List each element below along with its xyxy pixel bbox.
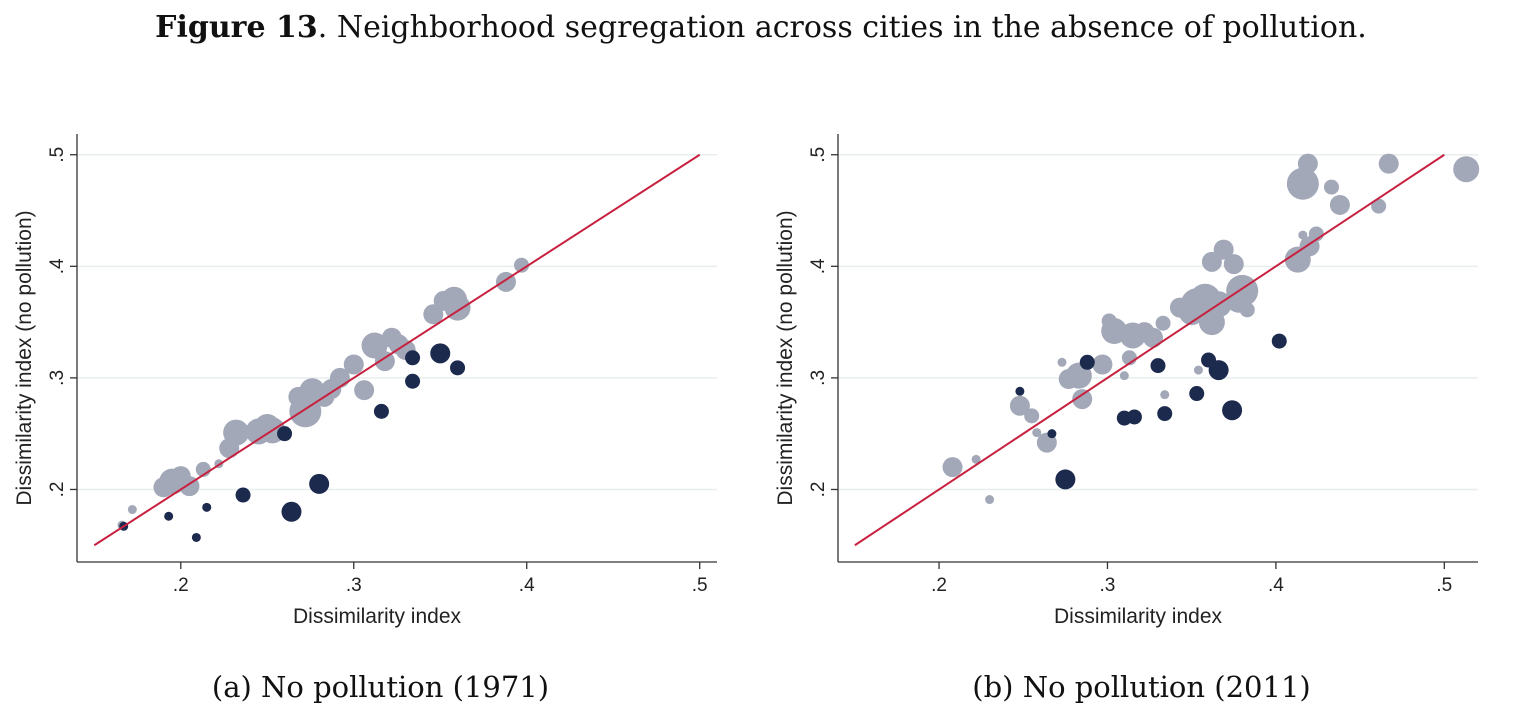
data-point-dark — [1208, 360, 1229, 381]
data-point-dark — [235, 487, 251, 503]
caption-a: (a) No pollution (1971) — [211, 670, 550, 704]
y-axis-title: Dissimilarity index (no pollution) — [774, 210, 797, 505]
data-point-light — [354, 380, 375, 401]
figure-label: Figure 13 — [155, 10, 318, 45]
data-point-light — [1092, 354, 1113, 375]
data-point-light — [971, 454, 981, 464]
x-tick-label: .5 — [1436, 575, 1452, 596]
data-point-light — [127, 505, 137, 515]
data-point-light — [514, 257, 530, 273]
data-point-dark — [405, 373, 421, 389]
data-point-light — [1032, 428, 1042, 438]
data-point-light — [374, 351, 395, 372]
data-point-dark — [1150, 358, 1166, 374]
x-tick-label: .4 — [519, 575, 535, 596]
data-point-light — [1286, 167, 1319, 200]
data-point-dark — [164, 511, 174, 521]
figure-title-text: . Neighborhood segregation across cities… — [317, 10, 1367, 45]
data-point-dark — [373, 403, 389, 419]
data-point-light — [985, 495, 995, 505]
data-point-dark — [1055, 469, 1076, 490]
data-point-light — [1009, 395, 1030, 416]
data-point-light — [1371, 198, 1387, 214]
x-tick-label: .3 — [1100, 575, 1116, 596]
data-point-light — [1142, 327, 1163, 348]
data-point-light — [1378, 153, 1399, 174]
data-point-dark — [202, 502, 212, 512]
x-axis-title: Dissimilarity index — [293, 605, 462, 628]
reference-line — [93, 153, 701, 547]
data-point-light — [1160, 390, 1170, 400]
y-tick-label: .2 — [47, 482, 68, 498]
data-point-light — [1213, 239, 1234, 260]
data-point-dark — [309, 473, 330, 494]
data-point-dark — [1047, 429, 1057, 439]
data-point-light — [942, 457, 963, 478]
data-point-light — [1072, 389, 1093, 410]
data-point-light — [1329, 194, 1350, 215]
reference-line — [854, 153, 1445, 547]
chart-panel-b: .2 .3 .4 .5 .2 .3 .4 .5 Dissimilarity index Dissi… — [774, 134, 1480, 628]
data-point-light — [1119, 371, 1129, 381]
data-point-light — [1239, 302, 1255, 318]
data-point-dark — [1189, 386, 1205, 402]
y-tick-label: .5 — [808, 147, 829, 163]
data-point-light — [1453, 156, 1480, 183]
data-point-dark — [1015, 386, 1025, 396]
data-point-light — [343, 354, 364, 375]
y-tick-label: .2 — [808, 482, 829, 498]
data-point-dark — [281, 501, 302, 522]
data-point-light — [1193, 365, 1203, 375]
data-point-light — [1223, 254, 1244, 275]
data-point-dark — [405, 350, 421, 366]
y-tick-label: .4 — [808, 258, 829, 274]
data-point-dark — [277, 426, 293, 442]
x-tick-label: .3 — [346, 575, 362, 596]
x-tick-label: .4 — [1268, 575, 1284, 596]
data-point-dark — [1079, 354, 1095, 370]
data-point-dark — [430, 343, 451, 364]
data-point-light — [1024, 408, 1040, 424]
chart-panel-a: .2 .3 .4 .5 .2 .3 .4 .5 Dissimilarity index Dissi… — [13, 134, 717, 628]
data-point-light — [1323, 179, 1339, 195]
y-axis-title: Dissimilarity index (no pollution) — [13, 210, 36, 505]
data-point-dark — [1126, 409, 1142, 425]
data-point-light — [223, 419, 250, 446]
data-point-dark — [1271, 333, 1287, 349]
figure-title: Figure 13. Neighborhood segregation acro… — [0, 10, 1522, 45]
y-tick-label: .3 — [47, 370, 68, 386]
x-tick-label: .2 — [173, 575, 189, 596]
caption-b: (b) No pollution (2011) — [972, 670, 1311, 704]
data-point-light — [1155, 315, 1171, 331]
data-point-dark — [191, 532, 201, 542]
data-point-dark — [1222, 400, 1243, 421]
y-tick-label: .3 — [808, 370, 829, 386]
data-point-light — [1297, 153, 1318, 174]
x-tick-label: .2 — [931, 575, 947, 596]
x-tick-label: .5 — [692, 575, 708, 596]
data-point-light — [1057, 357, 1067, 367]
x-axis-title: Dissimilarity index — [1054, 605, 1223, 628]
data-point-dark — [450, 360, 466, 376]
data-point-dark — [1157, 406, 1173, 422]
y-tick-label: .4 — [47, 258, 68, 274]
y-tick-label: .5 — [47, 147, 68, 163]
data-point-light — [1226, 274, 1259, 307]
